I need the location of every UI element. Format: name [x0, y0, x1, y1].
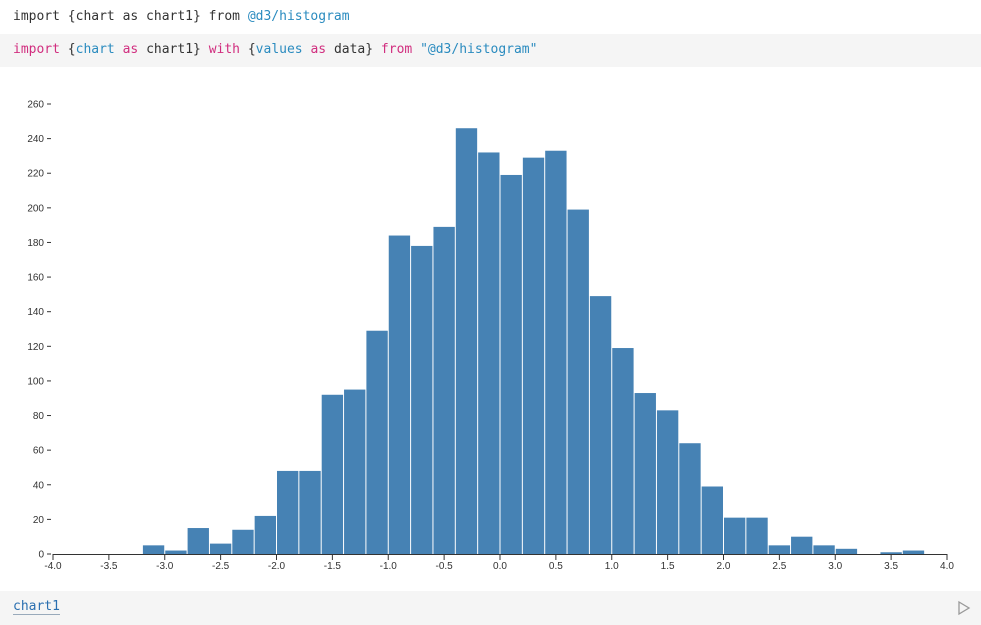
- bar: [411, 245, 433, 554]
- bar: [589, 296, 612, 554]
- y-tick-label: 0: [38, 550, 44, 561]
- bar: [478, 152, 500, 554]
- y-tick-label: 180: [27, 238, 44, 249]
- run-button[interactable]: [957, 600, 971, 616]
- x-tick-label: -0.5: [436, 561, 454, 572]
- y-tick-label: 160: [27, 273, 44, 284]
- bar: [902, 550, 925, 554]
- x-tick-label: -2.0: [268, 561, 286, 572]
- code-token: with: [208, 42, 241, 57]
- bar: [545, 150, 567, 554]
- code-token: "@d3/histogram": [420, 42, 538, 57]
- y-tick-label: 140: [27, 307, 44, 318]
- code-token: [412, 42, 420, 57]
- code-editor[interactable]: import {chart as chart1} with {values as…: [13, 42, 537, 57]
- bar: [232, 529, 254, 554]
- bar: [634, 393, 656, 554]
- cell-footer: chart1: [0, 591, 981, 625]
- x-tick-label: -3.0: [156, 561, 174, 572]
- x-tick-label: 0.0: [493, 561, 507, 572]
- bar: [254, 515, 276, 554]
- code-token: import {chart as chart1} from: [13, 9, 248, 24]
- y-tick-label: 40: [33, 480, 45, 491]
- bar: [813, 545, 835, 554]
- x-tick-label: 2.0: [717, 561, 731, 572]
- bar: [768, 545, 791, 554]
- bar: [746, 517, 768, 554]
- y-tick-label: 100: [27, 376, 44, 387]
- import-cell[interactable]: import {chart as chart1} from @d3/histog…: [13, 9, 350, 24]
- bar: [500, 174, 522, 554]
- bar: [656, 410, 679, 554]
- bar: [679, 443, 701, 554]
- bar: [321, 394, 344, 554]
- bar: [455, 128, 478, 554]
- code-token: as: [310, 42, 327, 57]
- bar: [522, 157, 545, 554]
- x-tick-label: 1.5: [661, 561, 675, 572]
- code-token: from: [380, 42, 413, 57]
- bar: [701, 486, 723, 554]
- code-token: [115, 42, 123, 57]
- bar: [433, 226, 455, 554]
- bar: [299, 470, 321, 554]
- y-tick-label: 200: [27, 203, 44, 214]
- x-tick-label: -4.0: [44, 561, 62, 572]
- y-tick-label: 60: [33, 446, 45, 457]
- y-tick-label: 240: [27, 134, 44, 145]
- code-token: chart: [75, 42, 115, 57]
- x-tick-label: -1.0: [380, 561, 398, 572]
- bar: [344, 389, 366, 554]
- code-token: {: [240, 42, 256, 57]
- code-token: as: [122, 42, 139, 57]
- y-tick-label: 20: [33, 515, 45, 526]
- y-tick-label: 260: [27, 100, 44, 111]
- bar: [724, 517, 746, 554]
- bar: [612, 348, 634, 554]
- code-token: @d3/histogram: [247, 9, 350, 24]
- bar: [277, 470, 299, 554]
- histogram-chart: 0 20 40 60 80 100 120 140 160 180 200 220 240 260 -4.0…: [27, 100, 954, 573]
- bar: [835, 548, 858, 554]
- bar: [209, 543, 232, 554]
- x-tick-label: 3.5: [884, 561, 898, 572]
- x-tick-label: 3.0: [828, 561, 842, 572]
- code-token: chart1}: [138, 42, 209, 57]
- bar: [187, 528, 209, 554]
- x-tick-label: -2.5: [212, 561, 230, 572]
- y-tick-label: 120: [27, 342, 44, 353]
- cell-name[interactable]: chart1: [13, 599, 60, 615]
- code-token: values: [255, 42, 303, 57]
- y-tick-label: 220: [27, 169, 44, 180]
- bar: [388, 235, 411, 555]
- x-tick-label: 1.0: [605, 561, 619, 572]
- x-tick-label: 0.5: [549, 561, 563, 572]
- x-tick-label: -1.5: [324, 561, 342, 572]
- bar: [567, 209, 589, 555]
- editor-background: [0, 34, 981, 67]
- bar: [165, 550, 187, 554]
- y-tick-label: 80: [33, 411, 45, 422]
- x-tick-label: -3.5: [100, 561, 118, 572]
- code-token: import: [13, 42, 60, 57]
- code-token: data}: [326, 42, 381, 57]
- x-tick-label: 4.0: [940, 561, 954, 572]
- bar: [880, 552, 902, 554]
- x-tick-label: 2.5: [772, 561, 786, 572]
- code-token: {: [59, 42, 76, 57]
- bar: [366, 330, 388, 554]
- bar: [142, 545, 165, 554]
- bar: [791, 536, 813, 554]
